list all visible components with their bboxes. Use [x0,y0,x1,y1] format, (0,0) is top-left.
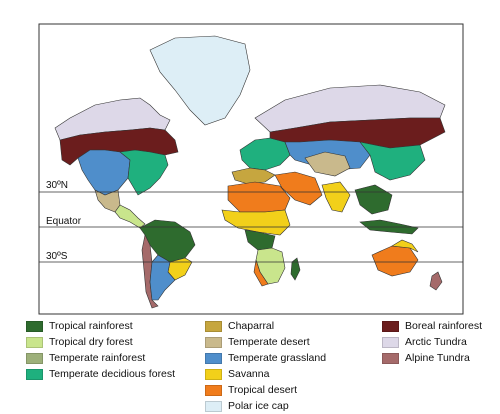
legend-label: Boreal rainforest [405,320,483,332]
legend-label: Tropical dry forest [49,336,133,348]
legend-item: Tropical desert [205,382,326,398]
equator-label: Equator [46,216,82,227]
madagascar [290,257,301,281]
latitude-30n-label: 30ºN [46,180,68,191]
legend-swatch [205,400,222,412]
legend-item: Arctic Tundra [382,334,482,350]
legend-label: Savanna [228,368,270,380]
legend-swatch [26,352,43,364]
legend-swatch [205,352,222,364]
legend-item: Temperate desert [205,334,326,350]
legend-swatch [382,336,399,348]
legend-label: Temperate desert [228,336,310,348]
europe-chaparral [231,167,276,185]
legend-item: Temperate decidious forest [26,366,175,382]
north-america-decidious [119,149,169,196]
legend-swatch [205,384,222,396]
legend-swatch [382,320,399,332]
legend-label: Tropical rainforest [49,320,133,332]
australia-savanna [391,239,419,253]
legend-label: Temperate grassland [228,352,327,364]
legend-swatch [382,352,399,364]
legend-label: Alpine Tundra [405,352,470,364]
legend-item: Chaparral [205,318,326,334]
legend-label: Tropical desert [228,384,298,396]
legend-swatch [205,336,222,348]
legend-column-1: Tropical rainforest Tropical dry forest Te… [26,318,175,382]
central-america [114,204,146,229]
legend-column-3: Boreal rainforest Arctic Tundra Alpine Tun… [382,318,482,366]
asia-decidious [359,141,426,181]
legend-label: Temperate decidious forest [49,368,176,380]
legend-label: Arctic Tundra [405,336,467,348]
legend-label: Polar ice cap [228,400,289,412]
new-zealand [429,271,443,291]
north-america-grassland [77,149,131,196]
greenland [149,35,251,126]
south-america-grassland [149,254,176,301]
legend-item: Alpine Tundra [382,350,482,366]
legend-label: Temperate rainforest [49,352,146,364]
legend: Tropical rainforest Tropical dry forest Te… [0,318,500,412]
world-biome-map [38,23,464,315]
legend-label: Chaparral [228,320,275,332]
asia-india [321,181,351,213]
legend-swatch [205,320,222,332]
legend-item: Temperate grassland [205,350,326,366]
legend-column-2: Chaparral Temperate desert Temperate grass… [205,318,326,414]
legend-item: Temperate rainforest [26,350,175,366]
latitude-30s-label: 30ºS [46,251,68,262]
africa-savanna [221,209,291,236]
legend-swatch [26,320,43,332]
legend-swatch [205,368,222,380]
legend-item: Tropical rainforest [26,318,175,334]
asia-temperate-desert [304,151,351,177]
africa-south-desert [253,259,269,287]
asia-tropical-desert [274,171,323,206]
europe-decidious [239,137,291,171]
legend-item: Boreal rainforest [382,318,482,334]
legend-item: Savanna [205,366,326,382]
legend-item: Polar ice cap [205,398,326,414]
south-america-andes [141,234,159,309]
legend-swatch [26,368,43,380]
legend-swatch [26,336,43,348]
africa-desert [227,181,291,213]
legend-item: Tropical dry forest [26,334,175,350]
